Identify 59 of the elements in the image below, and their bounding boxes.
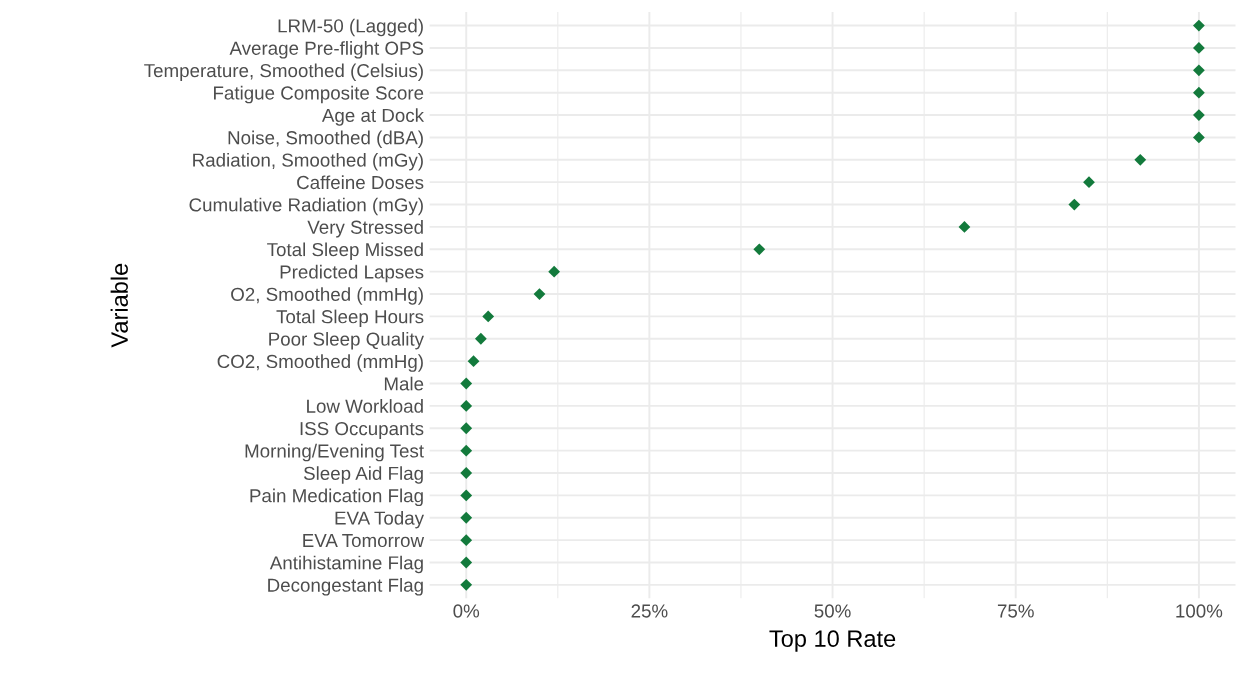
point: [533, 288, 546, 300]
y-tick-label: Radiation, Smoothed (mGy): [193, 152, 423, 171]
y-tick-label: Pain Medication Flag: [250, 488, 423, 507]
point: [460, 377, 473, 390]
point: [460, 556, 473, 569]
point: [1193, 64, 1205, 77]
point: [1134, 153, 1147, 166]
point: [482, 310, 495, 323]
point: [460, 422, 473, 435]
y-tick-label: Decongestant Flag: [268, 578, 423, 596]
point: [1193, 86, 1205, 99]
y-tick-label: Fatigue Composite Score: [214, 85, 424, 104]
y-tick-label: LRM-50 (Lagged): [278, 18, 423, 37]
point: [460, 489, 473, 502]
point: [460, 399, 473, 412]
point: [460, 534, 473, 547]
y-tick-label: Age at Dock: [321, 108, 425, 126]
y-tick-label: Average Pre-flight OPS: [229, 41, 424, 59]
y-tick-label: O2, Smoothed (mmHg): [231, 287, 423, 305]
point: [460, 511, 473, 524]
y-tick-label: Male: [384, 376, 424, 391]
x-tick-label: 0%: [453, 604, 480, 618]
point: [460, 578, 473, 591]
y-tick-label: Antihistamine Flag: [269, 555, 423, 574]
y-tick-label: CO2, Smoothed (mmHg): [217, 354, 423, 372]
y-tick-label: ISS Occupants: [300, 421, 424, 439]
x-tick-label: 50%: [814, 604, 851, 618]
y-axis-title: Variable: [110, 263, 128, 348]
y-tick-label: Total Sleep Missed: [267, 242, 423, 260]
y-tick-label: EVA Tomorrow: [303, 534, 425, 548]
point: [548, 265, 561, 278]
x-tick-label: 100%: [1176, 604, 1223, 618]
point: [958, 221, 971, 233]
point: [753, 243, 766, 256]
point: [460, 467, 473, 479]
point: [467, 355, 480, 368]
y-tick-label: Low Workload: [307, 399, 423, 413]
point: [1193, 42, 1205, 54]
point: [1193, 109, 1205, 121]
y-tick-label: Morning/Evening Test: [245, 443, 424, 462]
point: [474, 332, 487, 345]
point: [1083, 176, 1095, 189]
point: [1068, 198, 1081, 211]
x-axis-title: Top 10 Rate: [769, 630, 896, 652]
y-tick-label: Poor Sleep Quality: [269, 331, 424, 350]
point: [460, 444, 473, 457]
x-tick-label: 75%: [997, 604, 1034, 618]
y-tick-label: Caffeine Doses: [297, 175, 424, 190]
x-tick-label: 25%: [631, 604, 668, 618]
y-tick-label: Temperature, Smoothed (Celsius): [144, 63, 423, 81]
y-tick-label: EVA Today: [335, 510, 424, 529]
point: [1193, 131, 1205, 144]
point: [1193, 19, 1205, 32]
y-tick-label: Total Sleep Hours: [276, 309, 424, 328]
y-tick-label: Cumulative Radiation (mGy): [189, 197, 423, 216]
y-tick-label: Very Stressed: [307, 220, 423, 238]
y-tick-label: Noise, Smoothed (dBA): [228, 130, 423, 149]
y-tick-label: Predicted Lapses: [280, 264, 424, 283]
y-tick-label: Sleep Aid Flag: [303, 466, 423, 484]
